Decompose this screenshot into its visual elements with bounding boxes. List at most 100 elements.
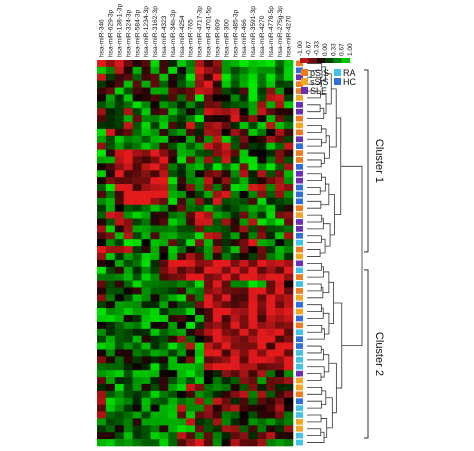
mirna-label: hsa-miR-4717-3p <box>197 6 204 57</box>
heatmap-cell <box>195 370 205 378</box>
heatmap-cell <box>168 390 178 399</box>
heatmap-cell <box>132 321 142 330</box>
heatmap-cell <box>221 73 231 81</box>
heatmap-cell <box>150 321 160 330</box>
heatmap-cell <box>284 218 294 226</box>
heatmap-cell <box>114 363 125 371</box>
heatmap-cell <box>230 142 240 150</box>
heatmap-cell <box>239 342 249 350</box>
heatmap-cell <box>168 177 178 185</box>
heatmap-cell <box>212 163 223 171</box>
heatmap-cell <box>97 425 107 433</box>
heatmap-cell <box>132 108 142 116</box>
heatmap-cell <box>212 425 223 433</box>
heatmap-cell <box>123 87 133 95</box>
heatmap-cell <box>275 328 285 337</box>
heatmap-cell <box>141 232 151 240</box>
heatmap-cell <box>168 163 178 171</box>
heatmap-cell <box>284 425 294 433</box>
heatmap-cell <box>159 390 169 399</box>
heatmap-cell <box>132 80 142 88</box>
heatmap-cell <box>114 328 125 337</box>
heatmap-cell <box>159 411 169 419</box>
heatmap-cell <box>168 225 178 233</box>
heatmap-cell <box>195 170 205 178</box>
heatmap-cell <box>132 142 142 150</box>
color-scale-swatch <box>325 58 334 63</box>
heatmap-cell <box>132 60 142 68</box>
heatmap-cell <box>212 156 223 164</box>
heatmap-cell <box>257 246 267 254</box>
heatmap-cell <box>239 259 249 268</box>
heatmap-cell <box>203 246 214 254</box>
heatmap-cell <box>195 149 205 157</box>
heatmap-cell <box>248 149 258 157</box>
heatmap-cell <box>168 335 178 343</box>
heatmap-cell <box>123 211 133 219</box>
mirna-label: hsa-miR-4323 <box>161 15 168 57</box>
heatmap-cell <box>248 377 258 385</box>
heatmap-cell <box>141 315 151 323</box>
heatmap-cell <box>105 356 116 364</box>
heatmap-cell <box>177 149 187 157</box>
color-scale-tick: -1.00 <box>297 41 304 56</box>
heatmap-cell <box>132 356 142 364</box>
heatmap-cell <box>123 335 133 343</box>
heatmap-cell <box>177 321 187 330</box>
heatmap-cell <box>266 177 276 185</box>
color-scale-tick: -0.67 <box>305 41 312 56</box>
heatmap-cell <box>203 287 214 295</box>
heatmap-cell <box>230 184 240 192</box>
heatmap-cell <box>230 301 240 309</box>
heatmap-cell <box>141 163 151 171</box>
heatmap-cell <box>275 184 285 192</box>
heatmap-cell <box>123 349 133 357</box>
heatmap-cell <box>266 190 276 199</box>
heatmap-cell <box>212 342 223 350</box>
heatmap-cell <box>239 390 249 399</box>
heatmap-cell <box>114 397 125 405</box>
heatmap-cell <box>248 246 258 254</box>
heatmap-cell <box>275 232 285 240</box>
heatmap-cell <box>221 197 231 206</box>
heatmap-cell <box>212 301 223 309</box>
heatmap-cell <box>212 432 223 440</box>
heatmap-cell <box>230 211 240 219</box>
color-scale-tick: 0.33 <box>330 43 337 56</box>
heatmap-cell <box>141 149 151 157</box>
heatmap-cell <box>248 280 258 288</box>
heatmap-cell <box>141 170 151 178</box>
heatmap-cell <box>221 135 231 144</box>
heatmap-cell <box>105 142 116 150</box>
heatmap-cell <box>97 397 107 405</box>
heatmap-cell <box>97 156 107 164</box>
heatmap-cell <box>150 204 160 212</box>
heatmap-cell <box>177 335 187 343</box>
heatmap-cell <box>221 94 231 102</box>
heatmap-cell <box>159 239 169 247</box>
heatmap-cell <box>239 439 249 447</box>
heatmap-cell <box>284 163 294 171</box>
heatmap-cell <box>123 122 133 130</box>
heatmap-cell <box>97 328 107 337</box>
heatmap-cell <box>284 87 294 95</box>
heatmap-cell <box>257 418 267 426</box>
heatmap-cell <box>114 80 125 88</box>
heatmap-cell <box>239 404 249 412</box>
heatmap-cell <box>221 108 231 116</box>
heatmap-cell <box>159 370 169 378</box>
heatmap-cell <box>212 321 223 330</box>
heatmap-cell <box>266 439 276 447</box>
sample-group-cell <box>296 439 303 446</box>
heatmap-cell <box>230 87 240 95</box>
heatmap-cell <box>230 383 240 392</box>
heatmap-cell <box>132 156 142 164</box>
heatmap-cell <box>177 383 187 392</box>
heatmap-cell <box>177 246 187 254</box>
heatmap-cell <box>284 315 294 323</box>
sample-group-cell <box>296 157 303 163</box>
heatmap-cell <box>177 294 187 302</box>
heatmap-cell <box>186 142 196 150</box>
heatmap-cell <box>230 335 240 343</box>
heatmap-cell <box>150 349 160 357</box>
